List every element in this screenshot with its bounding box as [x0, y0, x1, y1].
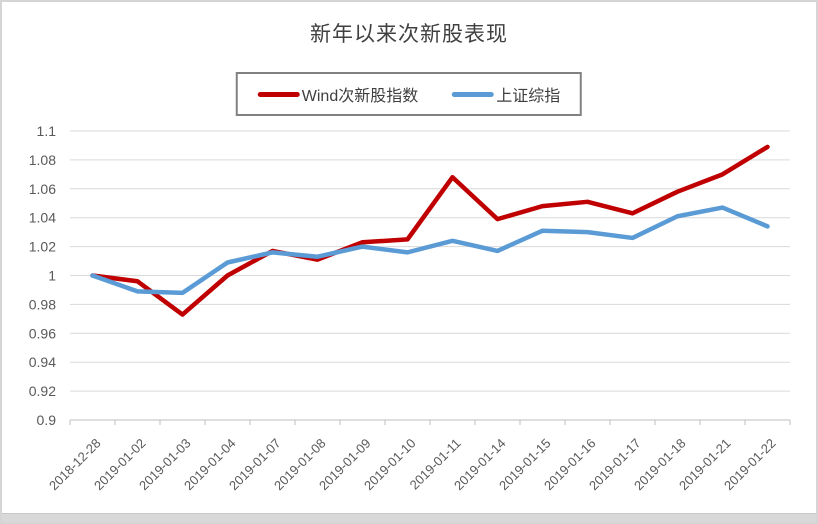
y-axis-tick-label: 1.06	[29, 181, 56, 197]
chart-title: 新年以来次新股表现	[310, 23, 508, 46]
y-axis-tick-label: 0.98	[29, 296, 56, 312]
y-axis-tick-label: 0.9	[37, 412, 57, 428]
legend-swatch-red	[257, 91, 300, 97]
y-axis-tick-label: 1.04	[29, 210, 56, 226]
series-line-1	[90, 205, 770, 296]
y-axis-tick-label: 0.96	[29, 325, 56, 341]
legend-item-wind-index: Wind次新股指数	[257, 82, 419, 106]
legend-label-sse-composite: 上证综指	[496, 88, 561, 105]
legend-label-wind-index: Wind次新股指数	[301, 88, 419, 105]
plot-area: 1.11.081.061.041.0210.980.960.940.920.92…	[29, 123, 791, 493]
series-line-0	[90, 144, 770, 317]
y-axis-tick-label: 1.1	[37, 123, 57, 139]
y-axis-tick-label: 0.94	[29, 354, 56, 370]
legend-item-sse-composite: 上证综指	[452, 82, 560, 106]
bottom-strip	[2, 513, 816, 522]
legend-swatch-blue	[452, 91, 495, 97]
y-axis-tick-label: 1	[48, 268, 56, 284]
y-axis-tick-label: 1.02	[29, 239, 56, 255]
legend: Wind次新股指数 上证综指	[235, 72, 583, 116]
y-axis-tick-label: 1.08	[29, 152, 56, 168]
y-axis-tick-label: 0.92	[29, 383, 56, 399]
